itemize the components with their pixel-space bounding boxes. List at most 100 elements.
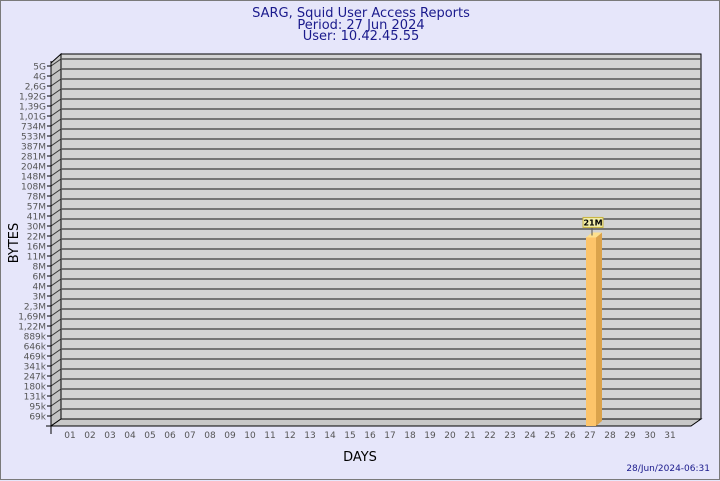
y-tick-label: 247k [24, 373, 47, 383]
bar-day-27 [586, 237, 596, 426]
y-tick-label: 57M [27, 203, 46, 213]
gridline-depth [50, 228, 62, 237]
footer-timestamp: 28/Jun/2024-06:31 [626, 464, 710, 474]
y-tick-label: 148M [21, 173, 46, 183]
chart-user: User: 10.42.45.55 [303, 29, 419, 44]
gridline-depth [50, 408, 62, 417]
x-tick-label: 28 [604, 431, 616, 441]
gridline-depth [50, 378, 62, 387]
y-tick-label: 6M [33, 273, 47, 283]
x-tick-label: 14 [324, 431, 336, 441]
y-tick-label: 646k [24, 343, 47, 353]
y-tick-label: 78M [27, 193, 46, 203]
x-tick-label: 07 [184, 431, 195, 441]
y-tick-label: 4G [33, 73, 46, 83]
gridline-depth [50, 388, 62, 397]
y-tick-label: 1,22M [18, 323, 46, 333]
y-tick-label: 2,6G [25, 83, 46, 93]
x-tick-label: 04 [124, 431, 136, 441]
gridline-depth [50, 358, 62, 367]
x-tick-label: 30 [644, 431, 656, 441]
x-tick-label: 02 [84, 431, 95, 441]
data-label-box [582, 216, 604, 228]
gridline-depth [50, 118, 62, 127]
x-tick-label: 18 [404, 431, 416, 441]
x-tick-label: 26 [564, 431, 576, 441]
data-label: 21M [583, 218, 602, 227]
plot-floor [49, 418, 703, 427]
y-tick-label: 131k [24, 393, 47, 403]
x-tick-label: 17 [384, 431, 395, 441]
x-tick-label: 11 [264, 431, 275, 441]
x-tick-label: 09 [224, 431, 236, 441]
y-tick-label: 95k [29, 403, 46, 413]
y-tick-label: 889k [24, 333, 47, 343]
y-tick-label: 30M [27, 223, 46, 233]
gridline-depth [50, 138, 62, 147]
gridline-depth [50, 398, 62, 407]
gridline-depth [50, 268, 62, 277]
x-tick-label: 13 [304, 431, 315, 441]
x-tick-label: 19 [424, 431, 436, 441]
chart-period: Period: 27 Jun 2024 [297, 18, 424, 33]
gridline-depth [50, 258, 62, 267]
gridline-depth [50, 208, 62, 217]
gridline-depth [50, 278, 62, 287]
x-tick-label: 24 [524, 431, 536, 441]
x-tick-label: 29 [624, 431, 636, 441]
gridline-depth [50, 108, 62, 117]
y-tick-label: 1,01G [19, 113, 46, 123]
y-tick-label: 341k [24, 363, 47, 373]
x-tick-label: 06 [164, 431, 176, 441]
gridline-depth [50, 128, 62, 137]
y-tick-label: 204M [21, 163, 46, 173]
gridline-depth [50, 68, 62, 77]
gridline-depth [50, 198, 62, 207]
gridline-depth [50, 348, 62, 357]
x-tick-label: 27 [584, 431, 595, 441]
y-tick-label: 11M [27, 253, 46, 263]
gridline-depth [50, 368, 62, 377]
gridline-depth [50, 338, 62, 347]
gridline-depth [50, 88, 62, 97]
y-tick-label: 533M [21, 133, 46, 143]
y-tick-label: 734M [21, 123, 46, 133]
gridline-depth [50, 218, 62, 227]
x-tick-label: 08 [204, 431, 216, 441]
y-tick-label: 1,92G [19, 93, 46, 103]
gridline-depth [50, 178, 62, 187]
x-tick-label: 25 [544, 431, 555, 441]
y-tick-label: 69k [29, 413, 46, 423]
gridline-depth [50, 148, 62, 157]
y-tick-label: 2,3M [24, 303, 46, 313]
x-tick-label: 10 [244, 431, 256, 441]
bar-top [586, 232, 602, 238]
y-tick-label: 387M [21, 143, 46, 153]
gridline-depth [50, 328, 62, 337]
y-tick-label: 4M [33, 283, 47, 293]
x-tick-label: 20 [444, 431, 456, 441]
x-tick-label: 31 [664, 431, 675, 441]
x-tick-label: 12 [284, 431, 295, 441]
chart-title: SARG, Squid User Access Reports [252, 6, 470, 21]
x-tick-label: 16 [364, 431, 376, 441]
gridline-depth [50, 78, 62, 87]
x-tick-label: 15 [344, 431, 355, 441]
gridline-depth [50, 288, 62, 297]
gridline-depth [50, 298, 62, 307]
y-tick-label: 41M [27, 213, 46, 223]
y-tick-label: 22M [27, 233, 46, 243]
y-tick-label: 1,39G [19, 103, 46, 113]
y-tick-label: 3M [33, 293, 47, 303]
y-tick-label: 5G [33, 63, 46, 73]
gridline-depth [50, 238, 62, 247]
y-tick-label: 8M [33, 263, 47, 273]
y-tick-label: 469k [24, 353, 47, 363]
x-tick-label: 23 [504, 431, 515, 441]
x-tick-label: 03 [104, 431, 115, 441]
x-tick-label: 21 [464, 431, 475, 441]
gridline-depth [50, 158, 62, 167]
gridline-depth [50, 308, 62, 317]
